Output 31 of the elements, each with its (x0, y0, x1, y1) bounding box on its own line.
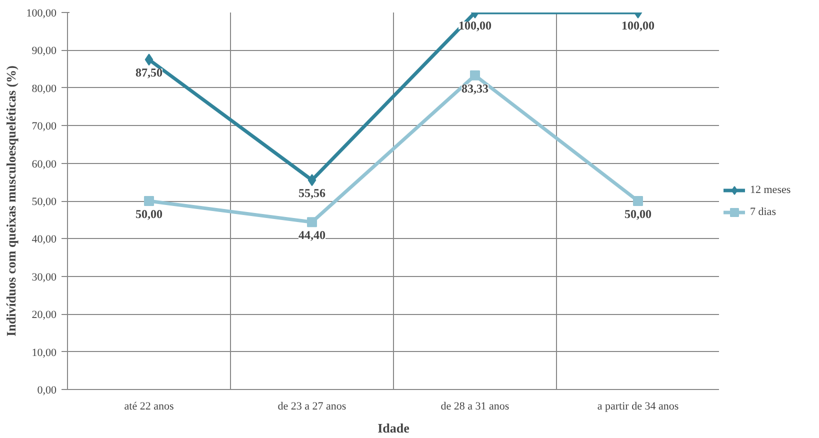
y-tick-label: 80,00 (32, 82, 57, 95)
y-tick-label: 100,00 (26, 8, 57, 20)
data-label: 44,40 (298, 228, 326, 242)
y-tick-label: 20,00 (32, 309, 57, 322)
legend-label: 7 dias (750, 206, 776, 218)
data-label: 100,00 (622, 18, 654, 32)
point (633, 196, 643, 206)
y-tick-label: 70,00 (32, 120, 57, 133)
x-tick-label: de 28 a 31 anos (440, 400, 510, 412)
data-label: 50,00 (624, 207, 652, 221)
data-label: 83,33 (462, 81, 488, 96)
legend-label: 12 meses (750, 184, 791, 196)
x-tick-label: de 23 a 27 anos (278, 400, 346, 412)
data-label: 50,00 (136, 207, 162, 221)
y-tick-label: 60,00 (32, 158, 57, 170)
data-label: 55,56 (298, 186, 326, 200)
x-axis-title: Idade (378, 420, 410, 436)
y-tick-label: 10,00 (32, 346, 57, 359)
y-tick-label: 0,00 (37, 384, 57, 396)
y-tick-label: 50,00 (32, 196, 57, 208)
point (307, 217, 317, 228)
y-tick-label: 30,00 (32, 271, 57, 284)
point (144, 196, 154, 206)
x-tick-label: a partir de 34 anos (597, 400, 679, 412)
y-tick-label: 90,00 (32, 45, 57, 58)
data-label: 87,50 (136, 66, 162, 80)
data-label: 100,00 (458, 18, 492, 32)
y-tick-label: 40,00 (32, 234, 57, 246)
point (308, 174, 316, 186)
x-tick-label: até 22 anos (124, 400, 174, 412)
y-axis-title: Indivíduos com queixas musculoesqueléticas (%) (3, 66, 18, 336)
